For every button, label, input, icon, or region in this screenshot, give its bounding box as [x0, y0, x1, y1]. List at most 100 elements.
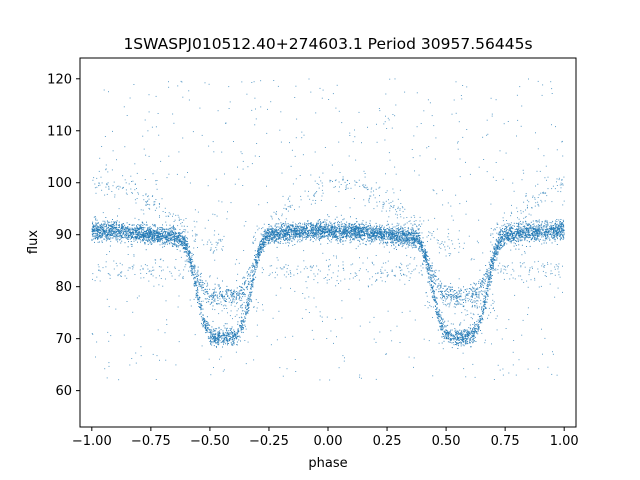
- data-point: [482, 285, 484, 287]
- data-point: [136, 230, 138, 232]
- data-point: [130, 243, 132, 245]
- data-point: [280, 232, 282, 234]
- data-point: [411, 245, 413, 247]
- data-point: [507, 121, 509, 122]
- data-point: [437, 285, 439, 287]
- data-point: [551, 88, 553, 90]
- data-point: [463, 319, 465, 321]
- data-point: [303, 226, 305, 228]
- data-point: [350, 234, 352, 236]
- data-point: [236, 341, 238, 343]
- data-point: [460, 333, 461, 335]
- data-point: [525, 234, 527, 236]
- data-point: [483, 304, 485, 306]
- data-point: [526, 231, 528, 233]
- data-point: [179, 234, 180, 236]
- data-point: [315, 226, 317, 227]
- data-point: [184, 242, 186, 244]
- data-point: [473, 258, 475, 260]
- data-point: [532, 232, 533, 234]
- data-point: [331, 239, 333, 241]
- data-point: [462, 352, 464, 354]
- data-point: [256, 307, 258, 309]
- data-point: [359, 374, 361, 376]
- data-point: [122, 236, 123, 238]
- data-point: [203, 323, 204, 325]
- data-point: [204, 291, 206, 293]
- data-point: [486, 283, 488, 285]
- data-point: [113, 268, 115, 270]
- data-point: [96, 219, 98, 221]
- data-point: [359, 236, 361, 238]
- data-point: [442, 324, 443, 326]
- data-point: [490, 312, 492, 314]
- data-point: [560, 234, 561, 236]
- data-point: [282, 229, 284, 231]
- data-point: [433, 190, 435, 192]
- data-point: [214, 295, 216, 297]
- data-point: [534, 237, 536, 239]
- data-point: [291, 149, 293, 151]
- data-point: [410, 233, 412, 235]
- data-point: [204, 318, 205, 320]
- data-point: [210, 338, 212, 340]
- data-point: [157, 230, 159, 232]
- data-point: [338, 110, 340, 112]
- data-point: [92, 229, 94, 231]
- data-point: [342, 178, 344, 180]
- data-point: [479, 283, 481, 285]
- data-point: [173, 236, 175, 237]
- data-point: [465, 161, 466, 163]
- data-point: [390, 239, 392, 241]
- data-point: [484, 280, 486, 282]
- data-point: [105, 266, 107, 268]
- data-point: [474, 325, 476, 327]
- data-point: [228, 335, 230, 337]
- data-point: [133, 84, 135, 85]
- data-point: [423, 248, 425, 250]
- data-point: [174, 278, 176, 280]
- data-point: [450, 333, 452, 334]
- data-point: [105, 224, 107, 225]
- data-point: [417, 243, 419, 245]
- data-point: [425, 260, 427, 262]
- data-point: [242, 328, 244, 329]
- data-point: [516, 225, 518, 227]
- data-point: [518, 226, 520, 228]
- data-point: [380, 235, 382, 237]
- data-point: [144, 238, 145, 240]
- data-point: [249, 298, 251, 300]
- data-point: [360, 234, 362, 236]
- data-point: [207, 327, 209, 328]
- data-point: [185, 246, 187, 248]
- data-point: [115, 224, 117, 226]
- data-point: [148, 280, 150, 282]
- data-point: [320, 225, 322, 227]
- data-point: [468, 334, 470, 336]
- data-point: [198, 285, 200, 287]
- data-point: [214, 214, 216, 216]
- data-point: [214, 291, 216, 293]
- data-point: [147, 200, 149, 202]
- data-point: [546, 238, 548, 240]
- data-point: [340, 233, 342, 235]
- data-point: [491, 343, 492, 345]
- data-point: [533, 225, 535, 227]
- data-point: [298, 231, 300, 233]
- data-point: [190, 252, 191, 254]
- data-point: [371, 228, 373, 230]
- data-point: [447, 245, 449, 247]
- data-point: [150, 270, 152, 272]
- data-point: [295, 223, 296, 225]
- data-point: [241, 289, 243, 291]
- data-point: [502, 368, 504, 370]
- data-point: [518, 248, 520, 250]
- data-point: [503, 212, 505, 214]
- data-point: [537, 230, 539, 232]
- data-point: [465, 334, 466, 336]
- data-point: [393, 244, 395, 246]
- data-point: [500, 248, 502, 250]
- data-point: [213, 292, 215, 294]
- data-point: [121, 264, 123, 266]
- data-point: [474, 329, 476, 331]
